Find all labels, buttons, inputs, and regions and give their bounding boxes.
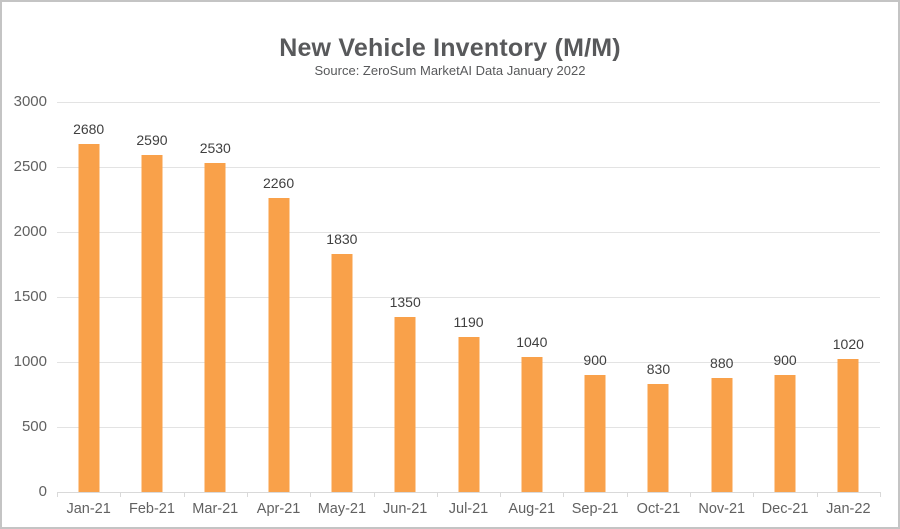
x-axis-tick-label: Dec-21 (761, 501, 809, 517)
x-axis-tick (563, 492, 565, 497)
chart-subtitle: Source: ZeroSum MarketAI Data January 20… (314, 63, 586, 78)
x-axis-tick-label: Jan-22 (826, 501, 871, 517)
y-axis-tick-label: 2500 (13, 157, 47, 175)
x-axis-tick (373, 492, 375, 497)
gridline (57, 297, 880, 298)
x-axis-tick-label: Nov-21 (698, 501, 746, 517)
x-axis-tick-label: Apr-21 (256, 501, 301, 517)
bar-value-label: 1350 (389, 293, 421, 310)
gridline (57, 166, 880, 168)
x-axis-tick-label: Mar-21 (192, 501, 239, 517)
bar-value-label: 2530 (199, 140, 231, 157)
y-axis-tick-label: 2000 (13, 222, 47, 240)
y-axis-tick-label: 0 (38, 483, 47, 500)
x-axis-tick-label: May-21 (317, 501, 367, 517)
y-axis-tick-label: 1500 (13, 288, 47, 305)
bar (584, 375, 606, 492)
x-axis-tick (57, 492, 58, 497)
bar-value-label: 1830 (326, 231, 358, 248)
x-axis-tick-label: Feb-21 (128, 501, 175, 517)
bar (141, 155, 163, 492)
x-axis-tick-label: Jun-21 (383, 501, 428, 517)
bar-value-label: 880 (710, 354, 734, 371)
x-axis-tick (753, 492, 755, 497)
y-axis-tick-label: 3000 (13, 93, 47, 110)
x-axis-tick-label: Jan-21 (66, 501, 111, 517)
bar (774, 375, 796, 492)
x-axis-tick (120, 492, 122, 497)
x-axis-line (57, 492, 880, 493)
x-axis-tick (436, 492, 438, 497)
bar-value-label: 1190 (453, 314, 484, 331)
x-axis-tick-label: Jul-21 (448, 501, 489, 517)
x-axis-tick (880, 492, 881, 497)
x-axis-tick (816, 492, 818, 497)
x-axis-tick (310, 492, 312, 497)
bar (458, 337, 479, 492)
bar (78, 143, 100, 492)
bar (268, 198, 290, 492)
bar (331, 254, 353, 492)
y-axis-tick-label: 500 (21, 418, 47, 435)
y-axis-tick-label: 1000 (13, 352, 47, 370)
gridline (57, 102, 880, 103)
bar-value-label: 2680 (73, 120, 105, 137)
x-axis-tick (626, 492, 628, 497)
x-axis-tick-label: Aug-21 (508, 501, 556, 517)
bar-value-label: 830 (646, 361, 671, 378)
bar-value-label: 1020 (832, 336, 864, 353)
gridline (57, 231, 880, 233)
bar-value-label: 1040 (516, 333, 548, 350)
bar-value-label: 2260 (262, 175, 295, 192)
chart-title: New Vehicle Inventory (M/M) (279, 34, 621, 62)
x-axis-tick (183, 492, 185, 497)
x-axis-tick (690, 492, 692, 497)
x-axis-tick-label: Sep-21 (571, 501, 619, 517)
bar-value-label: 900 (773, 352, 797, 368)
x-axis-tick (246, 492, 248, 497)
bar (521, 356, 543, 492)
bar (837, 359, 859, 492)
plot-area: 0 500 1000 1500 2000 2500 3000 2680 Jan-21 2590 Fe… (14, 93, 881, 517)
bar (394, 316, 416, 492)
x-axis-tick (500, 492, 502, 497)
bar-value-label: 2590 (136, 132, 168, 149)
bar (204, 163, 226, 492)
bar (711, 377, 733, 492)
bar (647, 384, 669, 492)
x-axis-tick-label: Oct-21 (636, 501, 681, 517)
bar-value-label: 900 (583, 352, 607, 368)
